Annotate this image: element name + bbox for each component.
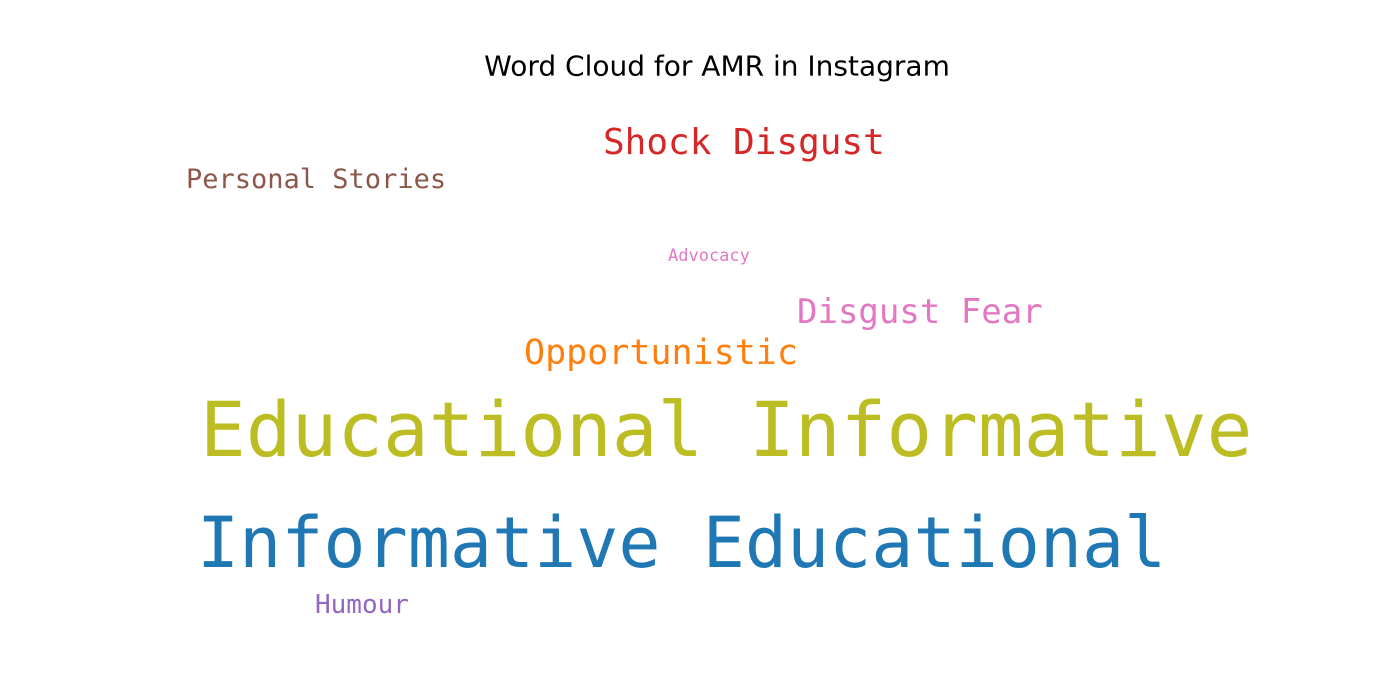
word-advocacy: Advocacy — [668, 246, 750, 266]
word-educational-informative: Educational Informative — [200, 385, 1252, 474]
word-humour: Humour — [315, 590, 409, 620]
word-opportunistic: Opportunistic — [524, 333, 798, 373]
word-informative-educational: Informative Educational — [197, 502, 1166, 584]
chart-title: Word Cloud for AMR in Instagram — [484, 49, 950, 83]
word-disgust-fear: Disgust Fear — [797, 292, 1043, 332]
word-shock-disgust: Shock Disgust — [603, 122, 885, 163]
word-personal-stories: Personal Stories — [186, 164, 446, 195]
